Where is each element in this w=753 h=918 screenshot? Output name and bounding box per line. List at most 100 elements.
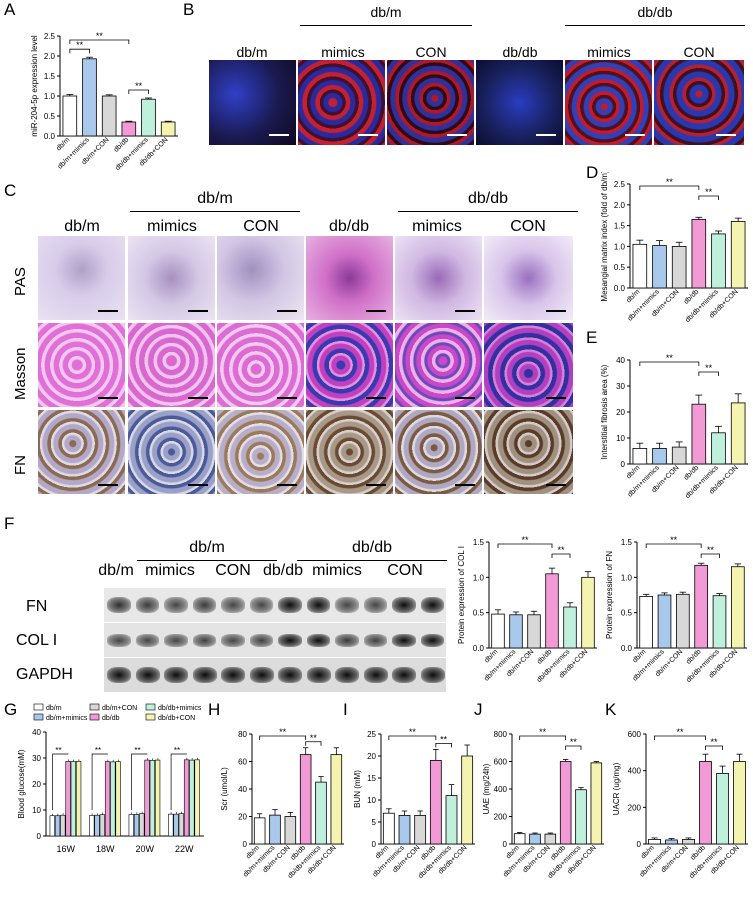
category-label: db/m <box>632 648 648 664</box>
bar <box>691 218 707 289</box>
significance-label: ** <box>666 353 674 363</box>
y-tick-label: 2.0 <box>614 201 626 210</box>
significance-bracket <box>654 735 706 740</box>
bar <box>62 95 78 137</box>
y-tick-label: 1.5 <box>614 222 626 231</box>
b-if-image-3 <box>387 60 474 145</box>
significance-bracket <box>700 553 720 558</box>
bar <box>70 761 76 837</box>
y-axis-label: Mesangial matrix index (fold of db/m) <box>600 172 609 302</box>
panel-letter-h: H <box>208 700 221 719</box>
f-row-gapdh: GAPDH <box>16 666 73 683</box>
bar <box>178 813 184 837</box>
panel-letter-a: A <box>4 0 16 19</box>
y-axis-label: UAE (mg/24h) <box>482 763 491 814</box>
y-tick-label: 1.0 <box>473 573 485 582</box>
blot-band <box>306 667 331 683</box>
blot-band <box>278 597 302 613</box>
chart-a-mir204: 0.0 0.5 1.0 1.5 2.0 2.5 miR-204-5p expression … <box>30 31 178 172</box>
y-tick-label: 10 <box>616 434 625 443</box>
y-tick-label: 1.0 <box>614 242 626 251</box>
c-fn-image-3 <box>217 410 304 494</box>
bar <box>168 813 174 837</box>
bar <box>315 781 327 845</box>
blot-band <box>249 633 274 647</box>
bar <box>154 759 161 837</box>
blot-band <box>420 667 445 683</box>
significance-bracket <box>388 735 437 740</box>
c-masson-image-1 <box>38 323 125 407</box>
blot-band <box>278 633 302 647</box>
y-tick-label: 0.0 <box>614 284 626 293</box>
bar <box>128 814 134 837</box>
bar <box>60 814 66 837</box>
bar <box>144 759 150 837</box>
significance-bracket <box>91 753 108 810</box>
y-axis-label: miR-204-5p expression level <box>30 35 39 137</box>
legend-swatch <box>33 713 44 721</box>
blot-band <box>392 667 417 683</box>
bar <box>414 815 427 845</box>
f-col-6: CON <box>387 562 423 579</box>
significance-bracket <box>551 553 571 558</box>
significance-label: ** <box>409 727 417 737</box>
significance-bracket <box>639 361 700 366</box>
significance-label: ** <box>174 746 180 755</box>
c-group-dbm: db/m <box>197 190 233 207</box>
significance-label: ** <box>521 535 529 545</box>
y-axis-label: Interstitial fibrosis area (%) <box>600 364 609 459</box>
blot-col1 <box>104 623 446 657</box>
bar <box>75 761 82 837</box>
significance-label: ** <box>705 187 713 197</box>
legend-label: db/m+mimics <box>46 715 88 722</box>
significance-label: ** <box>76 40 84 50</box>
bar <box>671 446 687 465</box>
significance-label: ** <box>557 545 565 555</box>
blot-band <box>135 667 160 683</box>
y-tick-label: 80 <box>238 730 247 739</box>
bar <box>648 839 661 845</box>
bar <box>733 761 746 845</box>
c-fn-image-6 <box>484 410 573 494</box>
y-tick-label: 0 <box>503 840 508 849</box>
blot-band <box>221 633 245 647</box>
panel-letter-g: G <box>4 700 18 719</box>
y-tick-label: 1.5 <box>621 538 633 547</box>
bar <box>711 233 726 289</box>
blot-band <box>164 633 188 647</box>
significance-bracket <box>705 745 723 750</box>
c-fn-image-1 <box>38 410 125 494</box>
c-col-3: CON <box>243 218 279 235</box>
blot-band <box>221 597 245 613</box>
significance-label: ** <box>710 737 718 747</box>
y-axis-label: BUN (mM) <box>353 770 362 808</box>
legend-swatch <box>145 713 156 721</box>
blot-band <box>192 633 217 647</box>
bar <box>694 564 708 649</box>
c-col-1: db/m <box>64 218 100 235</box>
f-group-dbm: db/m <box>189 539 225 556</box>
chart-g-blood-glucose: 0 10 20 30 40 Blood glucose(mM) 16W ** 18W ** 20W *… <box>17 703 204 854</box>
c-fn-image-4 <box>306 410 393 494</box>
y-tick-label: 10 <box>367 796 376 805</box>
c-pas-image-2 <box>128 236 215 320</box>
bar <box>54 815 61 837</box>
significance-label: ** <box>705 363 713 373</box>
legend-swatch <box>145 703 156 711</box>
bar <box>104 761 111 837</box>
c-pas-image-3 <box>217 236 304 320</box>
y-tick-label: 25 <box>367 730 376 739</box>
significance-label: ** <box>310 733 318 743</box>
bar <box>141 98 156 137</box>
bar <box>461 755 474 845</box>
blot-band <box>107 667 132 683</box>
bar <box>730 221 746 289</box>
bar <box>253 817 266 845</box>
y-tick-label: 0.0 <box>473 644 485 653</box>
c-row-pas: PAS <box>12 267 29 296</box>
bar <box>94 814 100 837</box>
legend-label: db/db <box>102 715 120 722</box>
significance-bracket <box>639 185 700 190</box>
significance-label: ** <box>134 746 140 755</box>
